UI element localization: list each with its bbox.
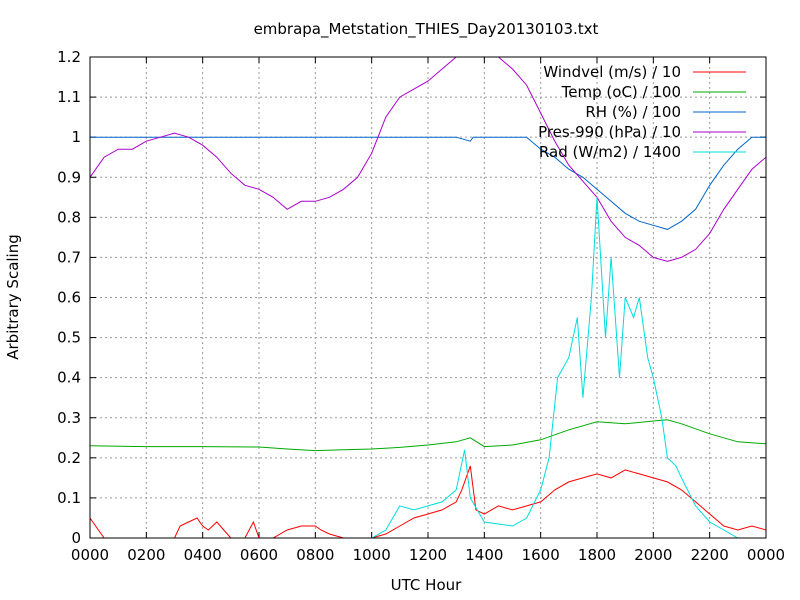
x-tick-label: 2000: [634, 546, 672, 564]
y-tick-label: 0.4: [57, 369, 81, 387]
y-tick-label: 1.1: [57, 88, 81, 106]
series-line-4: [90, 57, 766, 262]
x-tick-label: 0400: [184, 546, 222, 564]
series-line-2: [90, 419, 766, 452]
x-tick-label: 0800: [296, 546, 334, 564]
x-tick-label: 1600: [522, 546, 560, 564]
y-tick-label: 0.2: [57, 449, 81, 467]
y-tick-label: 1: [71, 128, 81, 146]
x-tick-label: 0000: [747, 546, 785, 564]
legend: Windvel (m/s) / 10 Temp (oC) / 100 RH (%) …: [538, 63, 746, 161]
legend-label: Temp (oC) / 100: [561, 83, 681, 101]
y-tick-label: 0: [71, 529, 81, 547]
x-tick-label: 0200: [127, 546, 165, 564]
y-axis-label: Arbitrary Scaling: [4, 234, 22, 360]
y-tick-label: 1.2: [57, 48, 81, 66]
x-tick-label: 1200: [409, 546, 447, 564]
x-tick-label: 0600: [240, 546, 278, 564]
legend-label: Pres-990 (hPa) / 10: [538, 123, 681, 141]
legend-label: RH (%) / 100: [585, 103, 681, 121]
x-tick-label: 2200: [691, 546, 729, 564]
y-tick-label: 0.9: [57, 168, 81, 186]
series-line-5: [90, 197, 766, 538]
legend-label: Windvel (m/s) / 10: [543, 63, 681, 81]
x-tick-label: 1400: [465, 546, 503, 564]
series-line-3: [90, 136, 766, 230]
y-tick-label: 0.7: [57, 248, 81, 266]
chart-title: embrapa_Metstation_THIES_Day20130103.txt: [254, 20, 599, 39]
x-axis-label: UTC Hour: [391, 576, 462, 594]
plot-series: [90, 57, 766, 538]
plot-frame: [89, 56, 767, 539]
y-tick-label: 0.8: [57, 208, 81, 226]
x-tick-label: 1800: [578, 546, 616, 564]
y-tick-label: 0.6: [57, 289, 81, 307]
y-tick-label: 0.5: [57, 329, 81, 347]
x-tick-label: 1000: [353, 546, 391, 564]
x-tick-label: 0000: [71, 546, 109, 564]
series-line-1: [90, 465, 766, 538]
y-tick-label: 0.3: [57, 409, 81, 427]
legend-label: Rad (W/m2) / 1400: [539, 143, 681, 161]
y-tick-label: 0.1: [57, 489, 81, 507]
axis-ticks: 0000 0200 0400 0600 0800 1000 1200 1400 1600 1800…: [57, 48, 785, 564]
